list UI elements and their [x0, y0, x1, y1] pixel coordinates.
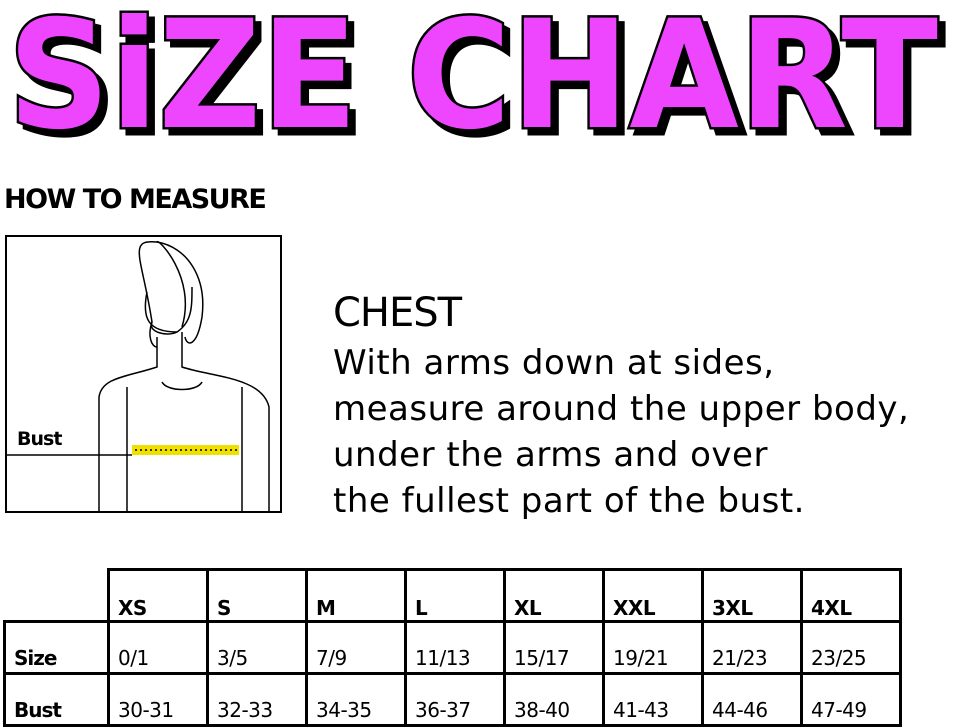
- header-cell: 4XL: [800, 568, 902, 623]
- table-cell: 19/21: [602, 620, 704, 675]
- bust-label: Bust: [17, 428, 62, 450]
- table-cell: 47-49: [800, 672, 902, 727]
- header-cell: L: [404, 568, 506, 623]
- chest-instruction-line: the fullest part of the bust.: [333, 481, 805, 521]
- table-header-row: XS S M L XL XXL 3XL 4XL: [4, 568, 902, 623]
- header-cell: XXL: [602, 568, 704, 623]
- table-cell: 0/1: [107, 620, 209, 675]
- row-label: Size: [3, 620, 110, 675]
- chest-heading: CHEST: [333, 290, 462, 336]
- table-cell: 30-31: [107, 672, 209, 727]
- chest-instruction-line: measure around the upper body,: [333, 389, 910, 429]
- header-cell: 3XL: [701, 568, 803, 623]
- table-cell: 41-43: [602, 672, 704, 727]
- table-cell: 44-46: [701, 672, 803, 727]
- table-cell: 21/23: [701, 620, 803, 675]
- how-to-measure-heading: HOW TO MEASURE: [4, 184, 267, 215]
- table-corner: [4, 569, 109, 623]
- table-cell: 23/25: [800, 620, 902, 675]
- size-table: XS S M L XL XXL 3XL 4XL Size 0/1 3/5 7/9…: [3, 568, 902, 727]
- header-cell: XS: [107, 568, 209, 623]
- header-cell: S: [206, 568, 308, 623]
- table-cell: 11/13: [404, 620, 506, 675]
- table-cell: 36-37: [404, 672, 506, 727]
- table-row: Size 0/1 3/5 7/9 11/13 15/17 19/21 21/23…: [3, 620, 902, 675]
- woman-outline-illustration: [7, 240, 270, 511]
- table-cell: 38-40: [503, 672, 605, 727]
- table-cell: 7/9: [305, 620, 407, 675]
- table-cell: 34-35: [305, 672, 407, 727]
- table-cell: 32-33: [206, 672, 308, 727]
- header-cell: XL: [503, 568, 605, 623]
- table-cell: 15/17: [503, 620, 605, 675]
- header-cell: M: [305, 568, 407, 623]
- table-row: Bust 30-31 32-33 34-35 36-37 38-40 41-43…: [3, 672, 902, 727]
- table-cell: 3/5: [206, 620, 308, 675]
- row-label: Bust: [3, 672, 110, 727]
- measurement-figure: [5, 235, 282, 513]
- title-text: SiZE CHART: [8, 0, 938, 142]
- chest-instruction-line: under the arms and over: [333, 435, 768, 475]
- size-chart-title-logo: SiZE CHART: [6, 0, 941, 142]
- chest-instruction-line: With arms down at sides,: [333, 343, 775, 383]
